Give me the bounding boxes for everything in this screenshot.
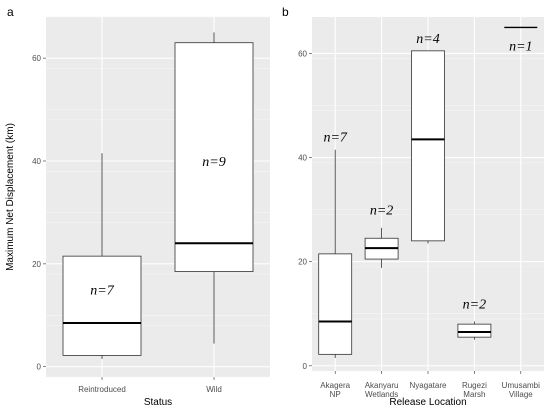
box-2: [411, 50, 445, 244]
box-body: [457, 323, 492, 338]
x-tick-label: Nyagatare: [410, 381, 447, 390]
sample-size-label: n=7: [323, 131, 347, 146]
x-tick-label: Akagera: [320, 381, 350, 390]
panel-a-y-ticks: 0 20 40 60: [32, 54, 46, 372]
y-tick-label: 40: [298, 154, 307, 163]
box-1: [174, 32, 254, 344]
sample-size-label: n=2: [370, 204, 393, 219]
sample-size-label: n=7: [90, 284, 114, 299]
panel-a-n-labels: n=7 n=9: [90, 155, 225, 299]
y-tick-label: 60: [32, 54, 41, 63]
x-tick-label: Marsh: [463, 390, 485, 399]
panel-a-y-axis-title: Maximum Net Displacement (km): [5, 123, 16, 271]
sample-size-label: n=2: [463, 297, 486, 312]
y-tick-label: 40: [32, 157, 41, 166]
x-tick-label: Wild: [206, 385, 222, 394]
panel-a-letter: a: [7, 5, 14, 19]
x-tick-label: Akanyaru: [365, 381, 399, 390]
box-3: [457, 321, 492, 340]
panel-b-x-axis-title: Release Location: [389, 397, 466, 408]
box-body: [411, 50, 445, 242]
sample-size-label: n=4: [416, 32, 439, 47]
x-tick-label: Rugezi: [462, 381, 487, 390]
box-body: [318, 253, 353, 355]
x-tick-label: NP: [330, 390, 341, 399]
y-tick-label: 20: [32, 260, 41, 269]
panel-b-y-ticks: 0 20 40 60: [298, 49, 312, 371]
box-1: [364, 227, 399, 268]
panel-a-x-ticks: Reintroduced Wild: [78, 377, 222, 394]
panel-b-letter: b: [282, 5, 289, 19]
panel-a-boxes: [62, 32, 254, 359]
x-tick-label: Village: [509, 390, 533, 399]
y-tick-label: 0: [37, 363, 42, 372]
box-0: [318, 149, 353, 358]
y-tick-label: 60: [298, 49, 307, 58]
y-tick-label: 20: [298, 258, 307, 267]
y-tick-label: 0: [303, 362, 308, 371]
sample-size-label: n=9: [202, 155, 225, 170]
panel-b-n-labels: n=7 n=2 n=4 n=2 n=1: [323, 32, 532, 312]
x-tick-label: Reintroduced: [78, 385, 126, 394]
box-0: [62, 153, 142, 359]
sample-size-label: n=1: [509, 40, 532, 55]
panel-a-x-axis-title: Status: [144, 397, 172, 408]
x-tick-label: Umusambi: [502, 381, 540, 390]
panel-b-boxes: [318, 26, 538, 358]
x-tick-label: Wetlands: [365, 390, 398, 399]
box-body: [62, 255, 142, 356]
panel-a: a 0 20 40 60 Reintroduced Wild n=7 n=9 Maximu…: [5, 5, 270, 408]
box-body: [174, 42, 254, 272]
